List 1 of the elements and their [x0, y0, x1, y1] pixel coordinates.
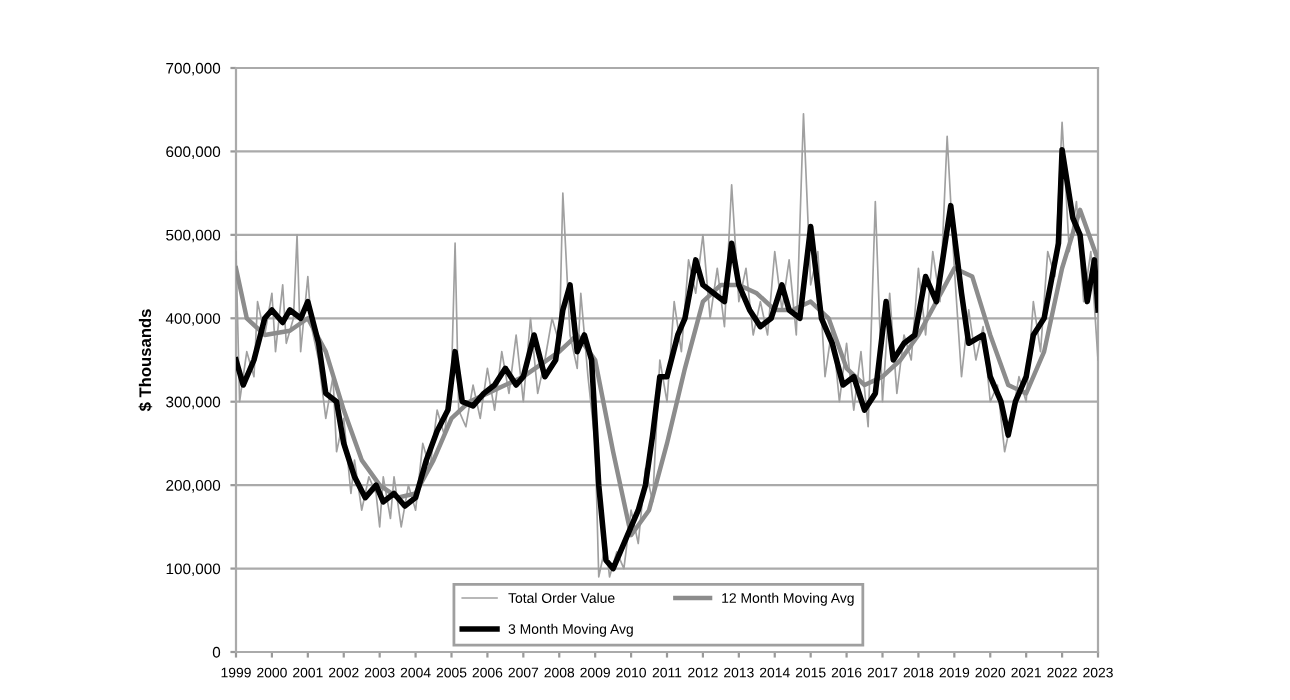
- y-axis-title: $ Thousands: [138, 309, 153, 412]
